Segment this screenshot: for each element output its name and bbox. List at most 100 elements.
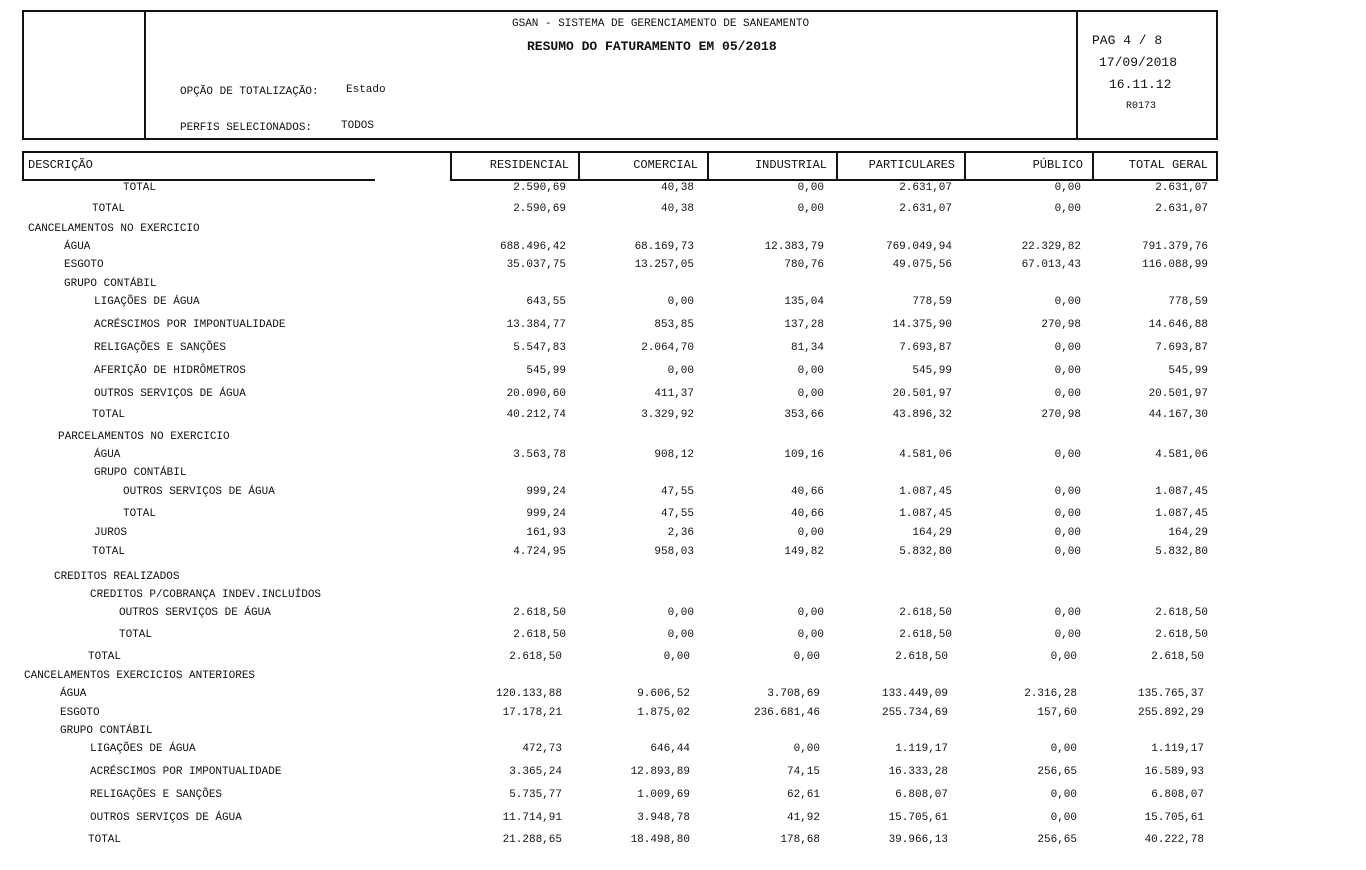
cell-value: 472,73 [522, 743, 562, 755]
cell-value: 2,36 [667, 527, 694, 539]
row-label: ESGOTO [64, 259, 104, 271]
cell-value: 0,00 [1054, 508, 1081, 520]
row-label: OUTROS SERVIÇOS DE ÁGUA [119, 607, 271, 619]
cell-value: 0,00 [663, 651, 690, 663]
cell-value: 120.133,88 [495, 688, 562, 700]
row-label: GRUPO CONTÁBIL [60, 725, 153, 737]
cell-value: 270,98 [1041, 409, 1081, 421]
cell-value: 3.708,69 [767, 688, 820, 700]
row-label: ESGOTO [60, 707, 100, 719]
row-label: TOTAL [123, 508, 157, 520]
row-label: ACRÉSCIMOS POR IMPONTUALIDADE [94, 319, 286, 331]
cell-value: 255.734,69 [881, 707, 948, 719]
option-label: OPÇÃO DE TOTALIZAÇÃO: [180, 86, 319, 98]
row-label: TOTAL [92, 546, 126, 558]
row-label: CREDITOS REALIZADOS [54, 571, 180, 583]
cell-value: 4.724,95 [513, 546, 566, 558]
cell-value: 17.178,21 [502, 707, 562, 719]
cell-value: 4.581,06 [1155, 449, 1208, 461]
cell-value: 545,99 [912, 365, 952, 377]
cell-value: 908,12 [654, 449, 694, 461]
cell-value: 35.037,75 [506, 259, 566, 271]
row-label: TOTAL [92, 409, 126, 421]
cell-value: 5.832,80 [899, 546, 952, 558]
cell-value: 778,59 [1168, 296, 1208, 308]
cell-value: 62,61 [786, 789, 820, 801]
cell-value: 0,00 [1050, 743, 1077, 755]
row-label: CANCELAMENTOS NO EXERCICIO [28, 223, 200, 235]
row-label: OUTROS SERVIÇOS DE ÁGUA [90, 812, 242, 824]
cell-value: 0,00 [797, 629, 824, 641]
cell-value: 40,66 [790, 508, 824, 520]
cell-value: 15.705,61 [1144, 812, 1204, 824]
cell-value: 0,00 [667, 607, 694, 619]
cell-value: 157,60 [1037, 707, 1077, 719]
row-label: ÁGUA [60, 688, 87, 700]
cell-value: 3.329,92 [641, 409, 694, 421]
cell-value: 21.288,65 [502, 834, 562, 846]
cell-value: 6.808,07 [895, 789, 948, 801]
cell-value: 4.581,06 [899, 449, 952, 461]
cell-value: 15.705,61 [888, 812, 948, 824]
cell-value: 411,37 [654, 388, 694, 400]
cell-value: 1.087,45 [899, 508, 952, 520]
cell-value: 643,55 [526, 296, 566, 308]
rule [22, 179, 375, 181]
divider [1216, 151, 1218, 181]
cell-value: 12.893,89 [630, 766, 690, 778]
cell-value: 178,68 [780, 834, 820, 846]
cell-value: 2.064,70 [641, 342, 694, 354]
cell-value: 6.808,07 [1151, 789, 1204, 801]
cell-value: 47,55 [660, 486, 694, 498]
cell-value: 791.379,76 [1141, 241, 1208, 253]
cell-value: 2.590,69 [513, 203, 566, 215]
cell-value: 2.618,50 [509, 651, 562, 663]
cell-value: 0,00 [797, 607, 824, 619]
column-header: RESIDENCIAL [489, 158, 569, 172]
cell-value: 1.087,45 [1155, 508, 1208, 520]
cell-value: 2.618,50 [513, 607, 566, 619]
cell-value: 20.090,60 [506, 388, 566, 400]
row-label: ÁGUA [64, 241, 91, 253]
cell-value: 40,38 [660, 182, 694, 194]
cell-value: 5.735,77 [509, 789, 562, 801]
cell-value: 958,03 [654, 546, 694, 558]
cell-value: 2.618,50 [1151, 651, 1204, 663]
cell-value: 137,28 [784, 319, 824, 331]
row-label: TOTAL [88, 651, 122, 663]
cell-value: 22.329,82 [1021, 241, 1081, 253]
cell-value: 545,99 [1168, 365, 1208, 377]
cell-value: 9.606,52 [637, 688, 690, 700]
cell-value: 1.119,17 [1151, 743, 1204, 755]
column-header: DESCRIÇÃO [28, 158, 93, 172]
cell-value: 0,00 [1054, 182, 1081, 194]
row-label: RELIGAÇÕES E SANÇÕES [90, 789, 223, 801]
cell-value: 0,00 [1054, 607, 1081, 619]
profiles-value: TODOS [341, 120, 375, 132]
cell-value: 2.316,28 [1024, 688, 1077, 700]
cell-value: 20.501,97 [892, 388, 952, 400]
column-header: COMERCIAL [633, 158, 698, 172]
cell-value: 135,04 [784, 296, 824, 308]
cell-value: 1.009,69 [637, 789, 690, 801]
report-code: R0173 [1126, 101, 1157, 112]
cell-value: 0,00 [667, 296, 694, 308]
cell-value: 116.088,99 [1141, 259, 1208, 271]
cell-value: 0,00 [1050, 812, 1077, 824]
cell-value: 0,00 [1054, 546, 1081, 558]
cell-value: 2.618,50 [895, 651, 948, 663]
cell-value: 0,00 [1050, 651, 1077, 663]
cell-value: 164,29 [1168, 527, 1208, 539]
row-label: JUROS [94, 527, 128, 539]
row-label: OUTROS SERVIÇOS DE ÁGUA [123, 486, 275, 498]
cell-value: 0,00 [1050, 789, 1077, 801]
cell-value: 2.618,50 [899, 629, 952, 641]
column-header: PARTICULARES [868, 158, 955, 172]
cell-value: 2.618,50 [1155, 629, 1208, 641]
column-header: TOTAL GERAL [1128, 158, 1208, 172]
row-label: TOTAL [88, 834, 122, 846]
cell-value: 2.631,07 [899, 182, 952, 194]
option-value: Estado [346, 84, 386, 96]
report-title: RESUMO DO FATURAMENTO EM 05/2018 [527, 39, 777, 54]
